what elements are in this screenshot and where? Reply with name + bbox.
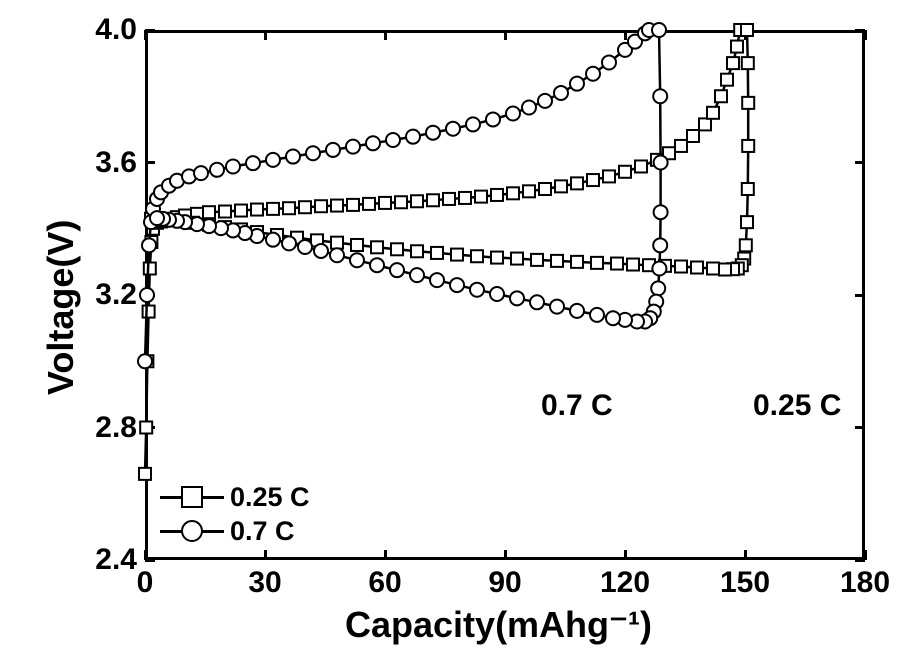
legend: 0.25 C0.7 C	[160, 480, 310, 548]
legend-line	[160, 530, 224, 533]
y-tick-label: 2.4	[67, 543, 137, 577]
legend-marker-circle	[181, 520, 203, 542]
x-axis-label: Capacity(mAhg⁻¹)	[345, 604, 652, 646]
x-tick-label: 120	[595, 566, 655, 600]
legend-line	[160, 496, 224, 499]
y-tick-label: 2.8	[67, 411, 137, 445]
legend-label: 0.25 C	[230, 482, 310, 513]
y-tick-label: 3.2	[67, 278, 137, 312]
y-tick-label: 3.6	[67, 146, 137, 180]
x-tick-label: 30	[235, 566, 295, 600]
chart-annotation: 0.25 C	[753, 389, 841, 423]
legend-marker-square	[181, 486, 203, 508]
legend-label: 0.7 C	[230, 516, 295, 547]
legend-row: 0.7 C	[160, 514, 310, 548]
x-tick-label: 90	[475, 566, 535, 600]
x-tick-label: 60	[355, 566, 415, 600]
x-tick-label: 180	[835, 566, 895, 600]
chart-annotation: 0.7 C	[541, 389, 613, 423]
y-tick-label: 4.0	[67, 13, 137, 47]
legend-row: 0.25 C	[160, 480, 310, 514]
x-tick-label: 150	[715, 566, 775, 600]
